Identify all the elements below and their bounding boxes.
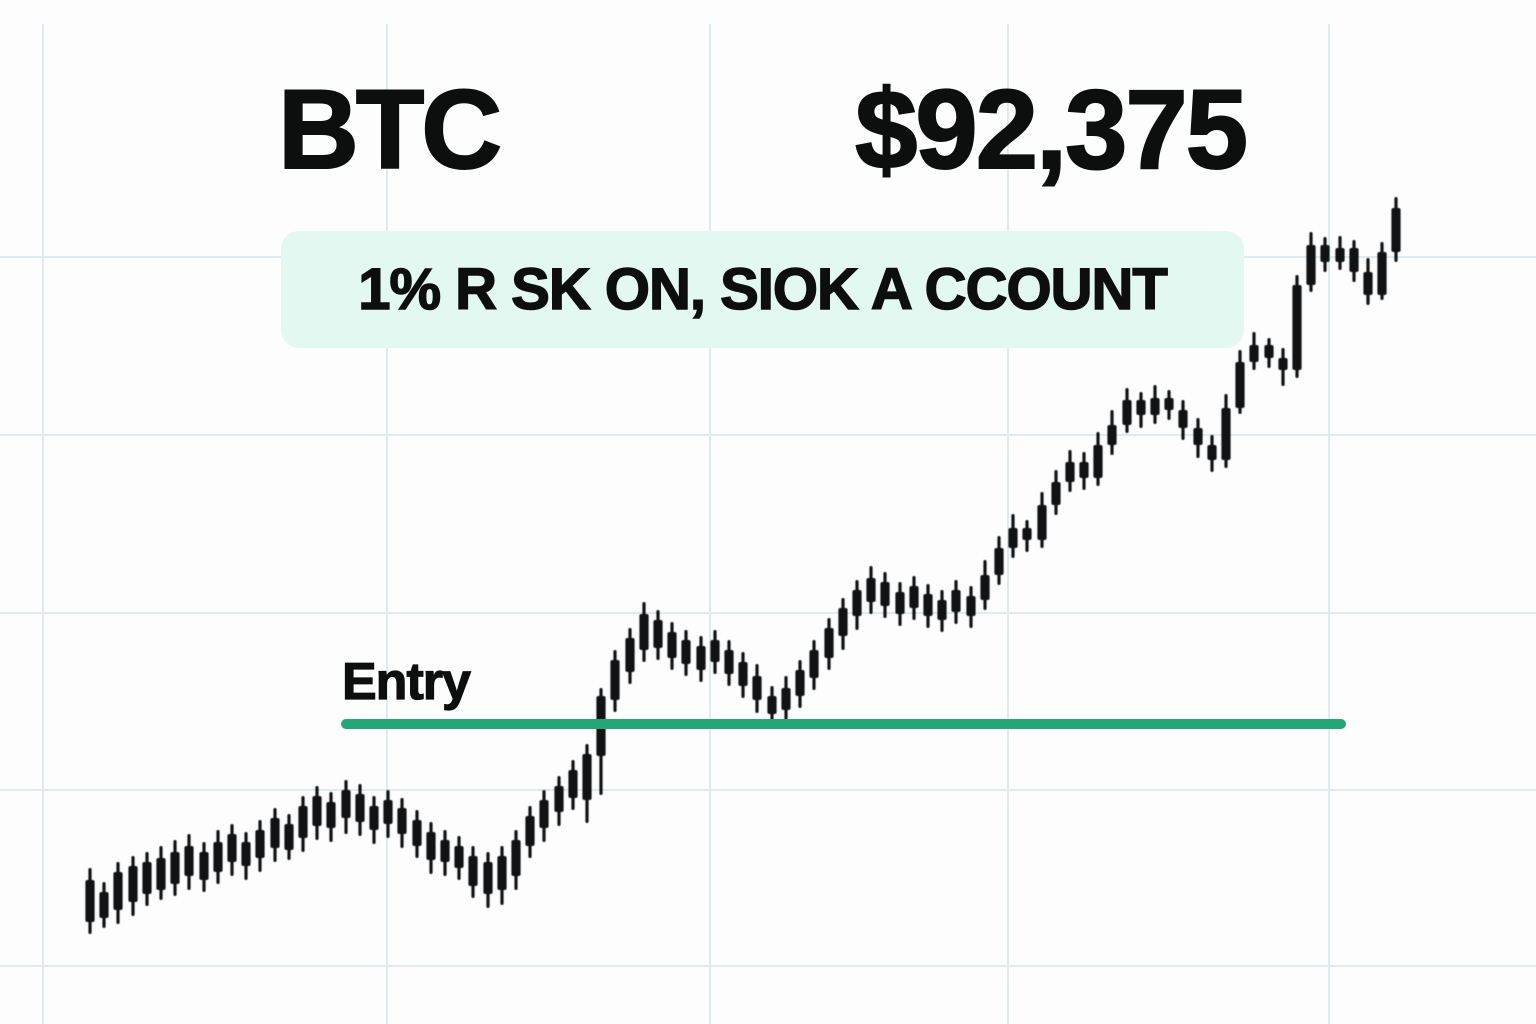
gridlines (0, 24, 1536, 1024)
symbol-title: BTC (277, 67, 503, 192)
candlesticks (85, 197, 1401, 934)
risk-banner-text: 1% R SK ON, SIOK A CCOUNT (357, 256, 1168, 323)
risk-banner: 1% R SK ON, SIOK A CCOUNT (281, 231, 1244, 348)
entry-label: Entry (341, 653, 471, 711)
price-value: $92,375 (854, 67, 1249, 192)
